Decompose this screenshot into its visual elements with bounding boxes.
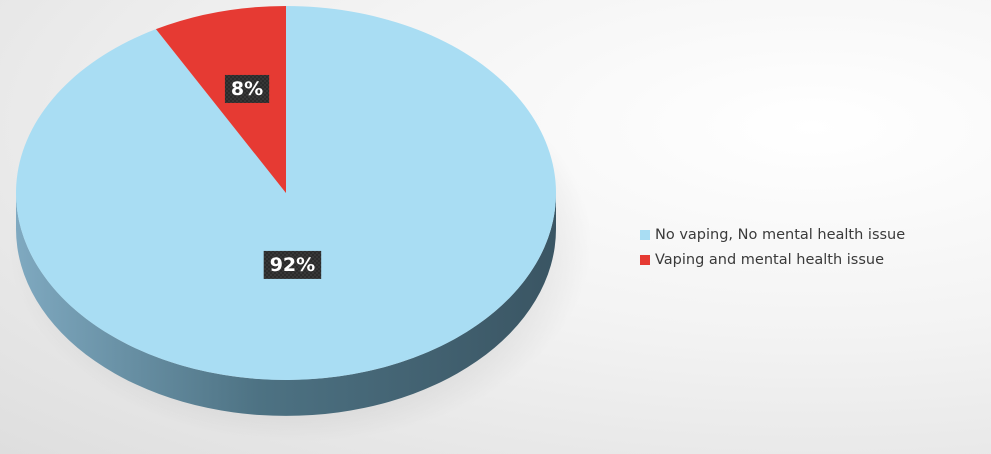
pie-side-wall [16, 193, 556, 416]
data-label-bg-no-vaping [263, 250, 322, 279]
legend-swatch-no-vaping [640, 229, 650, 240]
data-label-bg-vaping [224, 74, 270, 103]
legend: No vaping, No mental health issue Vaping… [640, 222, 905, 272]
legend-swatch-vaping [640, 254, 650, 265]
pie-slice-vaping [155, 6, 286, 193]
data-label-no-vaping: 92% [263, 250, 322, 279]
legend-label-no-vaping: No vaping, No mental health issue [655, 226, 906, 243]
data-label-vaping: 8% [224, 74, 270, 103]
data-label-text-vaping: 8% [231, 78, 263, 100]
data-label-text-no-vaping: 92% [270, 254, 315, 276]
legend-item-vaping: Vaping and mental health issue [640, 247, 905, 272]
pie-slice-no-vaping [15, 6, 557, 381]
legend-label-vaping: Vaping and mental health issue [655, 251, 885, 268]
legend-item-no-vaping: No vaping, No mental health issue [640, 222, 905, 247]
